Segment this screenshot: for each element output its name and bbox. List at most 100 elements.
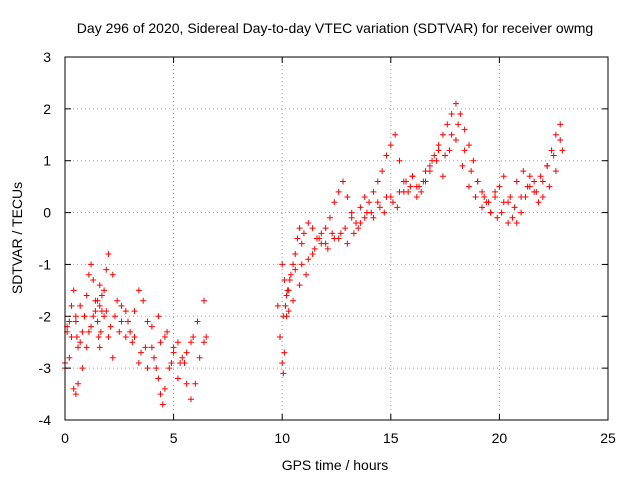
data-point xyxy=(366,199,373,206)
data-point xyxy=(135,359,142,366)
data-point xyxy=(324,245,331,252)
data-point xyxy=(481,194,488,201)
data-point xyxy=(168,359,175,366)
data-point xyxy=(144,318,151,325)
data-point xyxy=(309,251,316,258)
data-point xyxy=(66,354,73,361)
data-point xyxy=(381,209,388,216)
data-point xyxy=(392,131,399,138)
data-point xyxy=(127,328,134,335)
data-point xyxy=(96,282,103,289)
data-point xyxy=(363,209,370,216)
data-point xyxy=(201,297,208,304)
y-axis-label: SDTVAR / TECUs xyxy=(9,182,25,294)
data-point xyxy=(287,271,294,278)
data-point xyxy=(300,230,307,237)
x-tick-label: 5 xyxy=(170,430,178,446)
data-point xyxy=(439,131,446,138)
data-point xyxy=(95,334,102,341)
data-point xyxy=(105,251,112,258)
data-point xyxy=(105,334,112,341)
y-tick-label: 3 xyxy=(43,49,51,65)
data-point xyxy=(413,194,420,201)
data-point xyxy=(472,194,479,201)
data-point xyxy=(376,204,383,211)
data-point xyxy=(135,287,142,294)
data-point xyxy=(122,308,129,315)
data-point xyxy=(348,209,355,216)
data-point xyxy=(544,162,551,169)
data-point xyxy=(286,276,293,283)
data-point xyxy=(326,214,333,221)
data-point xyxy=(131,308,138,315)
data-point xyxy=(526,173,533,180)
data-point xyxy=(281,276,288,283)
data-point xyxy=(524,183,531,190)
data-point xyxy=(311,245,318,252)
data-point xyxy=(455,121,462,128)
x-tick-label: 20 xyxy=(492,430,508,446)
data-point xyxy=(459,162,466,169)
plot-area xyxy=(64,56,609,421)
data-point xyxy=(357,219,364,226)
data-point xyxy=(505,219,512,226)
data-point xyxy=(518,209,525,216)
data-point xyxy=(279,261,286,268)
data-point xyxy=(190,334,197,341)
x-tick-label: 10 xyxy=(274,430,290,446)
data-point xyxy=(420,178,427,185)
data-point xyxy=(97,328,104,335)
data-point xyxy=(129,339,136,346)
data-point xyxy=(72,391,79,398)
data-point xyxy=(329,230,336,237)
data-point xyxy=(309,225,316,232)
data-point xyxy=(148,344,155,351)
data-point xyxy=(283,292,290,299)
data-point xyxy=(151,354,158,361)
data-point xyxy=(331,235,338,242)
data-point xyxy=(292,251,299,258)
data-point xyxy=(68,334,75,341)
data-point xyxy=(280,313,287,320)
data-point xyxy=(282,302,289,309)
x-tick-label: 25 xyxy=(600,430,616,446)
data-point xyxy=(284,287,291,294)
data-point xyxy=(157,391,164,398)
data-point xyxy=(83,344,90,351)
data-point xyxy=(118,302,125,309)
data-point xyxy=(116,328,123,335)
data-point xyxy=(344,240,351,247)
data-point xyxy=(487,209,494,216)
data-point xyxy=(85,328,92,335)
data-point xyxy=(396,157,403,164)
data-point xyxy=(122,334,129,341)
data-point xyxy=(68,302,75,309)
data-point xyxy=(383,194,390,201)
data-point xyxy=(465,183,472,190)
data-point xyxy=(161,334,168,341)
data-point xyxy=(452,100,459,107)
data-point xyxy=(539,178,546,185)
data-point xyxy=(177,359,184,366)
data-point xyxy=(183,349,190,356)
data-point xyxy=(513,219,520,226)
data-point xyxy=(461,126,468,133)
data-point xyxy=(114,297,121,304)
data-point xyxy=(90,313,97,320)
data-point xyxy=(124,318,131,325)
data-point xyxy=(389,199,396,206)
data-point xyxy=(374,178,381,185)
data-point xyxy=(96,344,103,351)
data-point xyxy=(155,375,162,382)
data-point xyxy=(201,339,208,346)
data-point xyxy=(174,339,181,346)
data-point xyxy=(422,168,429,175)
data-point xyxy=(452,136,459,143)
data-point xyxy=(533,188,540,195)
data-point xyxy=(409,173,416,180)
data-point xyxy=(159,401,166,408)
data-point xyxy=(448,111,455,118)
data-point xyxy=(416,183,423,190)
